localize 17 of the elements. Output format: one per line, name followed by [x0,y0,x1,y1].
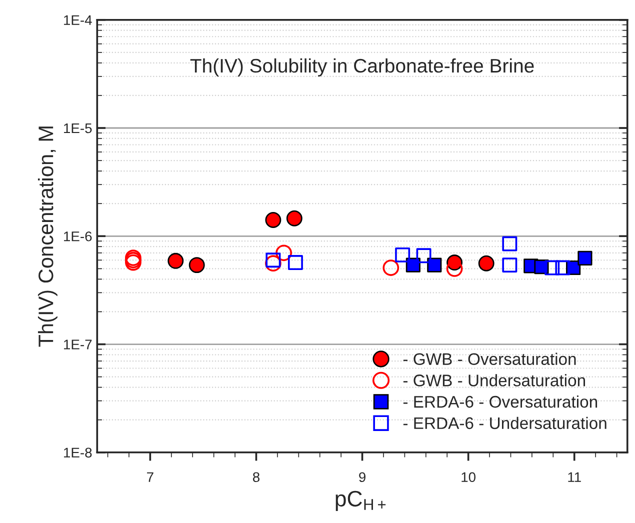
y-tick-label: 1E-4 [64,15,92,25]
legend-label: - ERDA-6 - Undersaturation [403,416,606,430]
legend-label: - GWB - Oversaturation [403,352,576,365]
x-tick-label: 9 [359,472,366,482]
text: Th(IV) Solubility in Carbonate-free Brine [190,58,534,77]
y-tick-label: 1E-7 [64,340,92,350]
x-tick-label: 11 [568,472,581,482]
y-axis-title: Th(IV) Concentration, M [38,126,58,347]
x-tick-label: 10 [462,472,476,482]
y-tick-label: 1E-5 [64,123,92,134]
legend-label: - GWB - Undersaturation [403,374,585,386]
x-tick-label: 7 [147,472,154,482]
legend-label: - ERDA-6 - Oversaturation [403,395,598,408]
x-axis-title: pC$_{H+}$ [336,490,386,511]
y-tick-label: 1E-8 [64,448,92,458]
x-tick-label: 8 [252,472,260,482]
y-tick-label: 1E-6 [64,231,92,242]
